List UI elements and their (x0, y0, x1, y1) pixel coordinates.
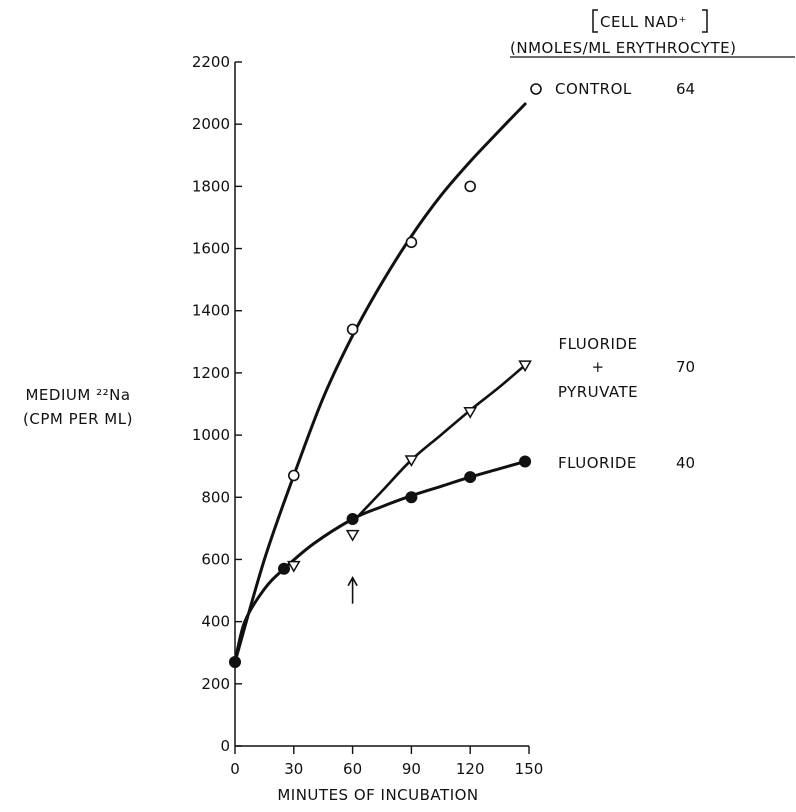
bracket-right (702, 9, 708, 33)
point-fluoride-0 (229, 656, 241, 669)
legend-fp-label-line3: PYRUVATE (558, 383, 638, 401)
y-tick-label-0: 0 (220, 737, 230, 755)
x-tick-label-60: 60 (343, 760, 362, 778)
legend-fluoride-nad: 40 (676, 454, 695, 472)
y-tick-label-1400: 1400 (192, 302, 230, 320)
y-tick-label-1200: 1200 (192, 364, 230, 382)
series-line-fluoride-pyruvate (351, 363, 527, 524)
legend-fluoride-pyruvate: FLUORIDE + PYRUVATE 70 (558, 335, 695, 401)
arrow-head-0 (347, 576, 358, 587)
y-axis-title-line2: (CPM PER ML) (23, 410, 133, 428)
point-fluoride-pyruvate-2 (404, 455, 419, 467)
y-tick-label-600: 600 (201, 550, 230, 568)
y-tick-label-1000: 1000 (192, 426, 230, 444)
legend-fp-label-line1: FLUORIDE (559, 335, 638, 353)
point-fluoride-5 (519, 455, 532, 468)
series-line-control (233, 102, 527, 664)
x-tick-label-30: 30 (284, 760, 303, 778)
bracket-left (592, 9, 598, 33)
point-control-4 (464, 180, 477, 193)
y-tick-label-2200: 2200 (192, 53, 230, 71)
point-control-1 (287, 469, 300, 482)
point-fluoride-2 (346, 513, 359, 526)
legend-header-line1: CELL NAD⁺ (600, 13, 687, 31)
legend-fluoride-label: FLUORIDE (558, 454, 637, 472)
legend-fluoride: FLUORIDE 40 (558, 454, 695, 472)
point-fluoride-pyruvate-4 (518, 360, 532, 373)
annotations (347, 576, 358, 604)
x-tick-label-150: 150 (515, 760, 544, 778)
point-fluoride-pyruvate-0 (286, 560, 301, 573)
point-control-2 (346, 323, 359, 336)
legend-control-marker (530, 83, 542, 95)
curves (233, 102, 527, 664)
legend-header-line2: (NMOLES/ML ERYTHROCYTE) (510, 39, 736, 57)
point-fluoride-1 (278, 562, 290, 575)
x-tick-label-90: 90 (402, 760, 421, 778)
point-fluoride-3 (405, 491, 418, 504)
y-tick-label-200: 200 (201, 675, 230, 693)
x-tick-label-120: 120 (456, 760, 485, 778)
markers (229, 180, 532, 669)
x-tick-label-0: 0 (230, 760, 240, 778)
legend-control-nad: 64 (676, 80, 695, 98)
legend-header: CELL NAD⁺ (NMOLES/ML ERYTHROCYTE) (510, 9, 795, 58)
y-tick-label-800: 800 (201, 488, 230, 506)
legend-control-label: CONTROL (555, 80, 632, 98)
point-fluoride-pyruvate-3 (463, 407, 478, 419)
ticks: 0200400600800100012001400160018002000220… (192, 53, 544, 778)
point-fluoride-pyruvate-1 (345, 529, 360, 542)
y-tick-label-1800: 1800 (192, 177, 230, 195)
y-tick-label-1600: 1600 (192, 240, 230, 258)
point-control-3 (405, 236, 418, 249)
legend-fp-nad: 70 (676, 358, 695, 376)
legend-control: CONTROL 64 (530, 80, 695, 98)
y-tick-label-400: 400 (201, 613, 230, 631)
point-fluoride-4 (464, 471, 477, 484)
y-axis-title-line1: MEDIUM ²²Na (25, 386, 130, 404)
x-axis-title: MINUTES OF INCUBATION (277, 786, 478, 804)
legend-fp-label-line2: + (591, 358, 604, 376)
axes (234, 62, 529, 747)
y-tick-label-2000: 2000 (192, 115, 230, 133)
